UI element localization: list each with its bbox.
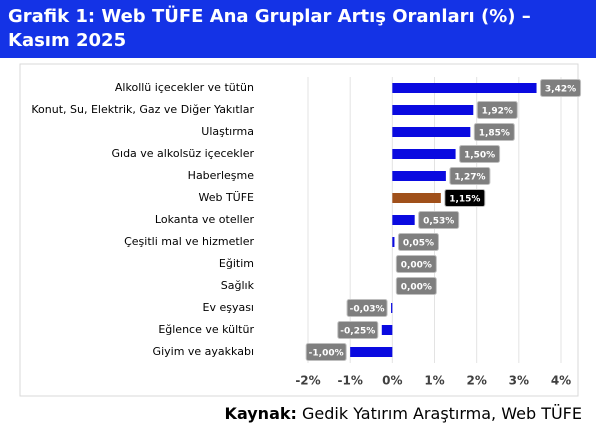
value-label: -1,00%: [309, 349, 344, 359]
y-tick-label: Sağlık: [221, 279, 255, 292]
x-tick-label: -2%: [295, 374, 320, 388]
chart: -2% -1% 0% 1% 2% 3% 4% Alkollü içecekler ve tüt…: [19, 63, 582, 397]
y-tick-label: Ev eşyası: [203, 301, 255, 314]
value-label-box: [449, 167, 491, 185]
value-label-box: [397, 233, 439, 251]
value-label: -0,03%: [350, 305, 385, 315]
bar: [392, 171, 446, 181]
value-label: -0,25%: [340, 327, 375, 337]
x-tick-label: -1%: [337, 374, 362, 388]
value-label: 1,85%: [479, 129, 510, 139]
value-label-box: [444, 189, 486, 207]
value-label-box: [459, 145, 501, 163]
value-label-box: [395, 277, 437, 295]
bar: [392, 193, 441, 203]
value-label: 0,00%: [401, 283, 432, 293]
source-text: Gedik Yatırım Araştırma, Web TÜFE: [302, 404, 582, 423]
bar: [392, 105, 474, 115]
bar: [391, 303, 393, 313]
y-tick-label: Alkollü içecekler ve tütün: [115, 81, 254, 94]
x-tick-label: 2%: [466, 374, 486, 388]
x-tick-label: 1%: [424, 374, 444, 388]
x-tick-label: 3%: [509, 374, 529, 388]
source-label: Kaynak:: [224, 404, 297, 423]
value-label-box: [473, 123, 515, 141]
value-label: 3,42%: [545, 85, 576, 95]
bar: [392, 149, 456, 159]
y-tick-label: Lokanta ve oteller: [155, 213, 255, 226]
value-label: 1,50%: [464, 151, 495, 161]
x-tick-label: 0%: [382, 374, 402, 388]
y-tick-label: Konut, Su, Elektrik, Gaz ve Diğer Yakıtl…: [31, 103, 254, 116]
value-label: 0,00%: [401, 261, 432, 271]
value-label-box: [476, 101, 518, 119]
title-line: Kasım 2025: [8, 30, 127, 51]
title-bar: Grafik 1: Web TÜFE Ana Gruplar Artış Ora…: [0, 0, 596, 58]
value-label: 0,53%: [423, 217, 454, 227]
bar: [381, 325, 393, 335]
y-tick-label: Haberleşme: [188, 169, 255, 182]
bar: [350, 347, 393, 357]
value-label-box: [418, 211, 460, 229]
y-tick-label: Giyim ve ayakkabı: [153, 345, 254, 358]
title-line: Grafik 1: Web TÜFE Ana Gruplar Artış Ora…: [8, 6, 531, 27]
y-tick-label: Ulaştırma: [201, 125, 254, 138]
bar: [392, 215, 415, 225]
value-label: 1,15%: [449, 195, 480, 205]
bar: [392, 83, 537, 93]
x-tick-label: 4%: [551, 374, 571, 388]
bar: [392, 237, 395, 247]
y-tick-label: Eğitim: [219, 257, 254, 270]
y-tick-label: Gıda ve alkolsüz içecekler: [111, 147, 254, 160]
value-label-box: [540, 79, 582, 97]
value-label: 0,05%: [403, 239, 434, 249]
value-label-box: [337, 321, 379, 339]
bar: [392, 127, 471, 137]
source: Kaynak: Gedik Yatırım Araştırma, Web TÜF…: [225, 404, 582, 423]
value-label: 1,92%: [482, 107, 513, 117]
y-tick-label: Eğlence ve kültür: [158, 323, 254, 336]
y-tick-label: Çeşitli mal ve hizmetler: [124, 235, 254, 248]
plot-frame: [19, 63, 579, 397]
value-label-box: [395, 255, 437, 273]
y-tick-label: Web TÜFE: [198, 191, 254, 204]
value-label-box: [346, 299, 388, 317]
value-label-box: [305, 343, 347, 361]
value-label: 1,27%: [454, 173, 485, 183]
